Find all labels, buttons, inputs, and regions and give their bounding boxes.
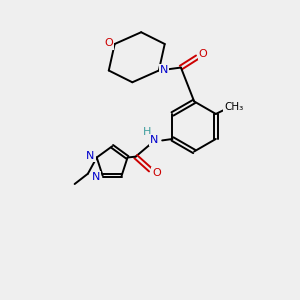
Text: N: N [150,135,158,145]
Text: O: O [199,49,207,59]
Text: N: N [86,151,94,161]
Text: O: O [104,38,113,48]
Text: CH₃: CH₃ [224,103,243,112]
Text: H: H [143,127,152,137]
Text: N: N [92,172,100,182]
Text: N: N [160,65,168,76]
Text: O: O [152,168,161,178]
